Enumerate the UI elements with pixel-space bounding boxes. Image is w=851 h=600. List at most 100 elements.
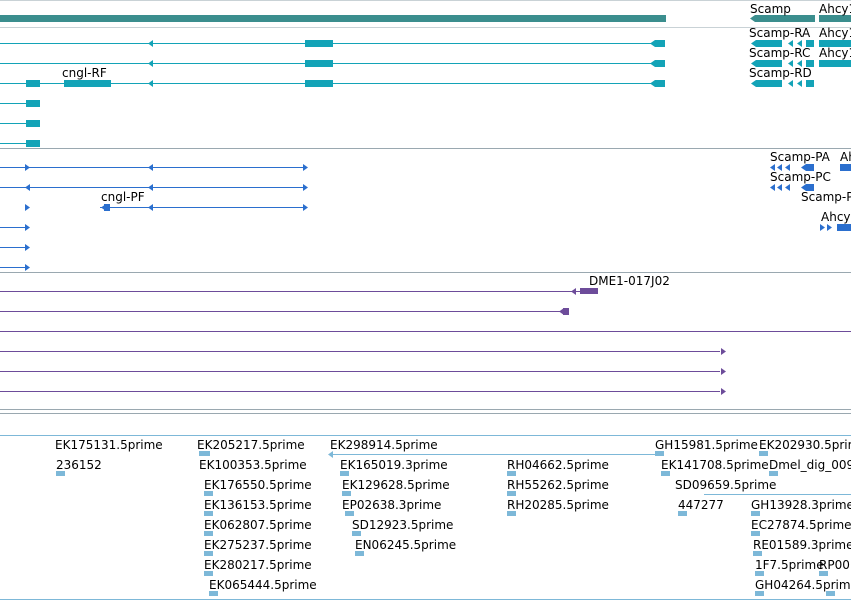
est-label[interactable]: EK175131.5prime	[55, 438, 163, 452]
est-feature[interactable]	[753, 551, 762, 556]
est-label[interactable]: EK205217.5prime	[197, 438, 305, 452]
transcript-exon[interactable]	[26, 80, 40, 87]
protein-label-scamp-pa[interactable]: Scamp-PA	[770, 150, 830, 164]
protein-exon-scamp[interactable]	[770, 164, 775, 171]
protein-strand-arrow[interactable]	[25, 184, 30, 191]
est-feature[interactable]	[769, 471, 778, 476]
protein-exon-scamp[interactable]	[806, 164, 814, 171]
est-label[interactable]: GH13928.3prime	[751, 498, 851, 512]
est-feature[interactable]	[328, 451, 333, 458]
protein-exon-scamp[interactable]	[801, 184, 806, 191]
est-label[interactable]: EK176550.5prime	[204, 478, 312, 492]
est-label[interactable]: SD12923.5prime	[352, 518, 454, 532]
transcript-exon-scamp[interactable]	[751, 60, 756, 67]
est-label[interactable]: EK165019.3prime	[340, 458, 448, 472]
est-label[interactable]: RH04662.5prime	[507, 458, 609, 472]
transcript-exon[interactable]	[305, 80, 333, 87]
transcript-exon-scamp[interactable]	[756, 40, 782, 47]
est-label[interactable]: 236152	[56, 458, 102, 472]
transcript-exon[interactable]	[655, 40, 665, 47]
est-feature[interactable]	[819, 571, 828, 576]
est-feature[interactable]	[204, 491, 213, 496]
transcript-exon[interactable]	[650, 40, 655, 47]
est-label[interactable]: EK202930.5prime	[759, 438, 851, 452]
est-feature[interactable]	[507, 491, 516, 496]
est-feature[interactable]	[204, 511, 213, 516]
transcript-exon-scamp[interactable]	[806, 80, 814, 87]
protein-exon-ahcy1[interactable]	[827, 224, 832, 231]
est-feature[interactable]	[507, 471, 516, 476]
est-feature[interactable]	[826, 591, 835, 596]
protein-exon-scamp[interactable]	[801, 164, 806, 171]
clone-exon[interactable]	[721, 388, 726, 395]
protein-exon-scamp[interactable]	[806, 184, 814, 191]
transcript-exon-scamp[interactable]	[756, 80, 782, 87]
protein-exon-scamp[interactable]	[785, 164, 790, 171]
protein-exon-scamp[interactable]	[785, 184, 790, 191]
protein-exon-cngl-pf[interactable]	[104, 204, 110, 211]
est-label[interactable]: EN06245.5prime	[355, 538, 457, 552]
transcript-exon[interactable]	[305, 40, 333, 47]
transcript-exon-scamp[interactable]	[806, 40, 814, 47]
clone-exon[interactable]	[571, 288, 576, 295]
est-label[interactable]: GH04264.5prime	[755, 578, 851, 592]
protein-exon[interactable]	[303, 184, 308, 191]
est-label[interactable]: EK062807.5prime	[204, 518, 312, 532]
transcript-exon-scamp[interactable]	[806, 60, 814, 67]
transcript-label-ahcy1[interactable]: Ahcy1	[819, 46, 851, 60]
est-feature[interactable]	[204, 551, 213, 556]
protein-exon[interactable]	[25, 264, 30, 271]
est-label[interactable]: RE01589.3prime	[753, 538, 851, 552]
est-label[interactable]: Dmel_dig_009	[769, 458, 851, 472]
transcript-label-scamp-ra[interactable]: Scamp-RA	[749, 26, 811, 40]
transcript-exon[interactable]	[26, 140, 40, 147]
protein-exon[interactable]	[303, 164, 308, 171]
est-feature[interactable]	[340, 471, 349, 476]
protein-label-ah[interactable]: Ah	[840, 150, 851, 164]
est-feature[interactable]	[655, 451, 664, 456]
est-feature[interactable]	[355, 551, 364, 556]
protein-exon[interactable]	[25, 164, 30, 171]
est-feature[interactable]	[56, 471, 65, 476]
protein-label-scamp-p[interactable]: Scamp-P	[801, 190, 851, 204]
transcript-exon-scamp[interactable]	[751, 40, 756, 47]
transcript-exon[interactable]	[655, 80, 665, 87]
transcript-exon-scamp[interactable]	[788, 60, 793, 67]
est-label[interactable]: EK141708.5prime	[661, 458, 769, 472]
est-label[interactable]: EK065444.5prime	[209, 578, 317, 592]
est-label[interactable]: EK129628.5prime	[342, 478, 450, 492]
protein-label-scamp-pc[interactable]: Scamp-PC	[770, 170, 831, 184]
transcript-exon[interactable]	[26, 100, 40, 107]
gene-label-scamp[interactable]: Scamp	[750, 2, 791, 16]
protein-exon-ahcy1[interactable]	[820, 224, 825, 231]
gene-label-ahcy1[interactable]: Ahcy1	[819, 2, 851, 16]
protein-exon-ahcy1[interactable]	[837, 224, 851, 231]
transcript-label-scamp-rc[interactable]: Scamp-RC	[749, 46, 811, 60]
gene-feature-scamp[interactable]	[755, 15, 815, 22]
protein-strand-arrow[interactable]	[148, 204, 153, 211]
transcript-exon[interactable]	[305, 60, 333, 67]
transcript-exon[interactable]	[655, 60, 665, 67]
est-feature[interactable]	[755, 571, 764, 576]
transcript-label-cngl-rf[interactable]: cngl-RF	[62, 66, 107, 80]
est-feature[interactable]	[678, 511, 687, 516]
transcript-strand-arrow[interactable]	[148, 80, 153, 87]
transcript-exon-scamp[interactable]	[797, 60, 802, 67]
clone-exon[interactable]	[721, 368, 726, 375]
est-feature[interactable]	[204, 571, 213, 576]
est-label[interactable]: 1F7.5prime	[755, 558, 824, 572]
protein-label-cngl-pf[interactable]: cngl-PF	[101, 190, 145, 204]
est-feature[interactable]	[751, 531, 760, 536]
gene-feature-cngl[interactable]	[0, 15, 666, 22]
protein-exon-scamp[interactable]	[770, 184, 775, 191]
est-feature[interactable]	[204, 531, 213, 536]
protein-strand-arrow[interactable]	[148, 164, 153, 171]
transcript-exon-scamp[interactable]	[788, 80, 793, 87]
transcript-label-ahcy1[interactable]: Ahcy1	[819, 26, 851, 40]
est-label[interactable]: EK275237.5prime	[204, 538, 312, 552]
est-label[interactable]: RH55262.5prime	[507, 478, 609, 492]
transcript-exon-scamp[interactable]	[751, 80, 756, 87]
transcript-strand-arrow[interactable]	[148, 60, 153, 67]
est-feature[interactable]	[199, 451, 208, 456]
clone-exon[interactable]	[563, 308, 569, 315]
